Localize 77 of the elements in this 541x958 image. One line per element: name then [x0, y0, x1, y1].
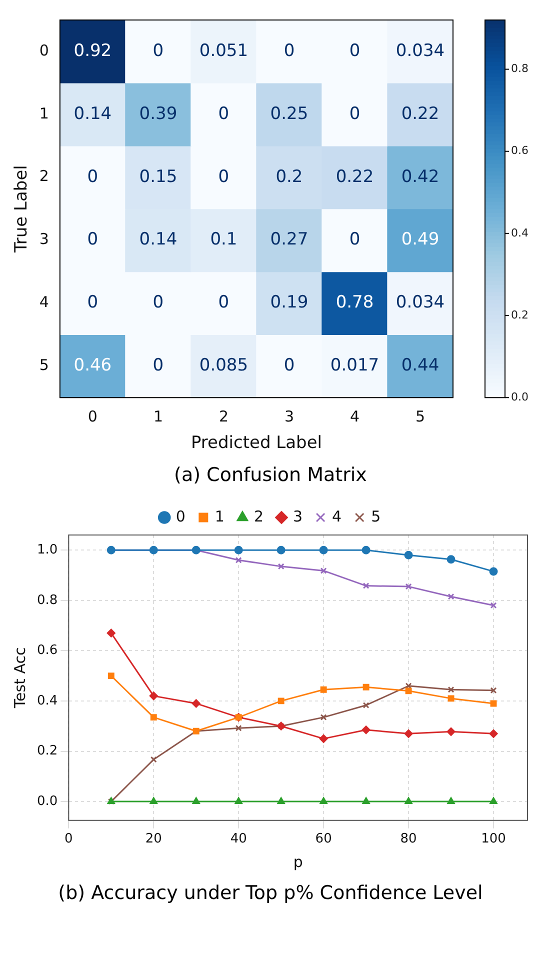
y-tick-label: 4 — [39, 293, 49, 312]
data-label: 0 — [349, 230, 360, 250]
x-tick-label: 80 — [400, 832, 417, 847]
data-label: 0.14 — [139, 230, 178, 250]
data-label: 0.017 — [330, 356, 380, 376]
data-label: 0.2 — [276, 166, 303, 187]
data-label: 0.051 — [199, 40, 248, 61]
y-tick-label: 1.0 — [36, 542, 58, 558]
color-bar-label: 0.4 — [511, 226, 528, 240]
color-bar-label: 0.2 — [511, 308, 528, 322]
y-tick-label: 0.6 — [36, 643, 58, 658]
x-tick-label: 100 — [481, 832, 506, 847]
color-bar-label: 0.6 — [511, 144, 528, 158]
x-tick-label: 5 — [415, 407, 426, 426]
data-label: 0.44 — [401, 356, 440, 376]
data-label: 0.22 — [336, 166, 374, 187]
y-tick-label: 5 — [39, 356, 49, 374]
x-tick-label: 0 — [88, 407, 98, 426]
text: (a) Confusion Matrix — [173, 464, 368, 486]
x-tick-label: 40 — [230, 832, 247, 847]
data-label: 0 — [87, 292, 98, 313]
data-label: 0 — [284, 40, 295, 61]
color-bar-label: 0.8 — [511, 62, 528, 76]
x-tick-label: 1 — [153, 407, 163, 426]
data-label: 0.034 — [396, 40, 445, 61]
y-axis-title: Test Acc — [10, 647, 29, 710]
data-label: 0.085 — [199, 356, 248, 376]
legend-label: 0 — [176, 507, 186, 526]
y-tick-label: 0.4 — [36, 693, 58, 708]
data-label: 0.46 — [74, 356, 112, 376]
x-tick-label: 2 — [218, 407, 228, 426]
data-label: 0 — [284, 356, 295, 376]
data-label: 0.42 — [401, 166, 440, 187]
data-label: 0 — [87, 166, 98, 187]
data-label: 0 — [218, 166, 230, 187]
x-tick-label: 4 — [350, 407, 360, 426]
x-tick-label: 60 — [315, 832, 332, 847]
x-tick-label: 3 — [284, 407, 294, 426]
x-tick-label: 0 — [64, 832, 73, 847]
y-tick-label: 2 — [39, 167, 49, 186]
legend-label: 3 — [293, 507, 303, 526]
data-label: 0.1 — [210, 230, 238, 250]
legend-label: 2 — [254, 507, 264, 526]
data-label: 0.034 — [396, 292, 445, 313]
data-label: 0 — [152, 40, 164, 61]
data-label: 0.27 — [270, 230, 308, 250]
y-axis-title: True Label — [12, 165, 32, 254]
legend-label: 5 — [371, 507, 381, 526]
data-label: 0.78 — [336, 292, 374, 313]
data-label: 0.19 — [270, 292, 308, 313]
data-label: 0 — [152, 356, 164, 376]
y-tick-label: 1 — [39, 104, 49, 122]
data-label: 0 — [218, 104, 230, 124]
legend-label: 4 — [332, 507, 342, 526]
x-tick-label: 20 — [145, 832, 162, 847]
data-label: 0 — [218, 292, 230, 313]
y-tick-label: 0.8 — [36, 592, 58, 608]
legend-label: 1 — [214, 507, 224, 526]
y-tick-label: 0 — [39, 41, 49, 60]
data-label: 0 — [152, 292, 164, 313]
data-label: 0.14 — [74, 104, 112, 124]
y-tick-label: 0.0 — [36, 794, 58, 809]
y-tick-label: 3 — [39, 230, 49, 248]
x-axis-title: p — [293, 852, 303, 871]
data-label: 0.92 — [74, 40, 112, 61]
data-label: 0.39 — [139, 104, 178, 124]
data-label: 0 — [349, 104, 360, 124]
color-bar-label: 0.0 — [511, 390, 528, 404]
data-label: 0 — [349, 40, 360, 61]
data-label: 0.25 — [270, 104, 308, 124]
data-label: 0.22 — [401, 104, 440, 124]
data-label: 0.15 — [139, 166, 178, 187]
x-axis-title: Predicted Label — [190, 433, 322, 454]
y-tick-label: 0.2 — [36, 744, 58, 759]
data-label: 0.49 — [401, 230, 440, 250]
data-label: 0 — [87, 230, 98, 250]
text: (b) Accuracy under Top p% Confidence Level — [57, 882, 484, 904]
